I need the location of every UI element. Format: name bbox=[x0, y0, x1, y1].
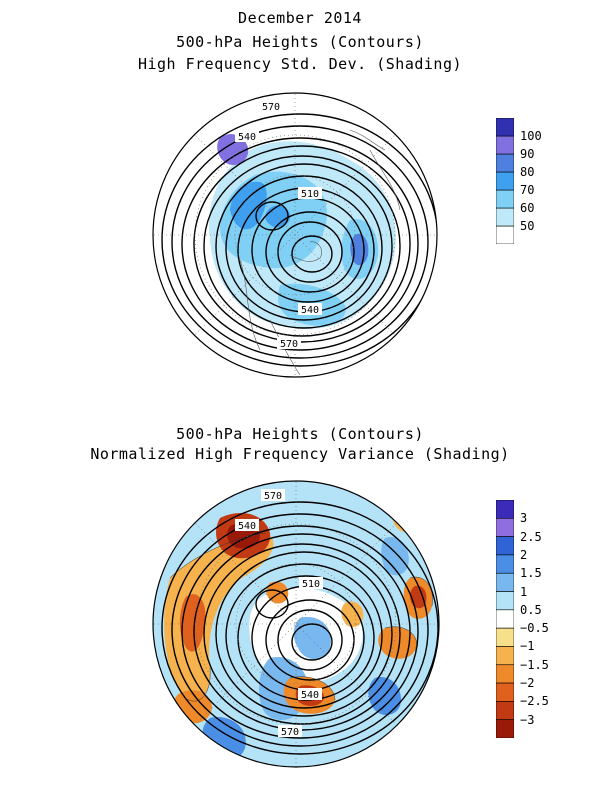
bottom-colorbar bbox=[495, 499, 515, 739]
top-title-line-1: December 2014 bbox=[238, 9, 362, 27]
colorbar-swatch bbox=[495, 189, 515, 209]
colorbar-swatch bbox=[495, 646, 515, 666]
colorbar-label: 1.5 bbox=[520, 566, 542, 581]
contour-label: 510 bbox=[301, 189, 319, 200]
colorbar-label: −2.5 bbox=[520, 694, 549, 709]
contour-label: 540 bbox=[238, 521, 256, 532]
colorbar-swatch bbox=[495, 682, 515, 702]
colorbar-swatch bbox=[495, 572, 515, 592]
colorbar-swatch bbox=[495, 135, 515, 155]
colorbar-label: 2.5 bbox=[520, 529, 542, 544]
top-colorbar bbox=[495, 117, 515, 245]
top-polar-map: 570 540 510 540 570 bbox=[152, 92, 438, 378]
colorbar-swatch bbox=[495, 518, 515, 537]
colorbar-label: 1 bbox=[520, 584, 528, 599]
colorbar-swatch bbox=[495, 554, 515, 574]
colorbar-label: 100 bbox=[520, 129, 542, 143]
colorbar-label: 70 bbox=[520, 183, 535, 197]
top-colorbar-swatches bbox=[495, 117, 515, 245]
colorbar-label: −1.5 bbox=[520, 657, 549, 672]
contour-label: 540 bbox=[301, 690, 319, 701]
colorbar-label: 2 bbox=[520, 547, 528, 562]
contour-label: 570 bbox=[280, 339, 298, 350]
colorbar-swatch bbox=[495, 225, 515, 245]
colorbar-label: −2 bbox=[520, 676, 535, 691]
colorbar-swatch bbox=[495, 664, 515, 684]
contour-label: 570 bbox=[281, 727, 299, 738]
contour-label: 540 bbox=[238, 132, 256, 143]
bottom-title-line-1: 500-hPa Heights (Contours) bbox=[176, 425, 424, 443]
contour-label: 510 bbox=[302, 579, 320, 590]
bottom-polar-map: 570 540 510 540 570 bbox=[152, 480, 440, 768]
contour-label: 570 bbox=[262, 102, 280, 113]
colorbar-swatch bbox=[495, 701, 515, 720]
colorbar-swatch bbox=[495, 207, 515, 227]
colorbar-swatch bbox=[495, 117, 515, 137]
colorbar-label: 3 bbox=[520, 511, 528, 526]
top-title-line-3: High Frequency Std. Dev. (Shading) bbox=[137, 55, 463, 73]
colorbar-label: 80 bbox=[520, 165, 535, 179]
colorbar-swatch bbox=[495, 591, 515, 611]
contour-label: 570 bbox=[264, 491, 282, 502]
colorbar-swatch bbox=[495, 499, 515, 519]
bottom-colorbar-swatches bbox=[495, 499, 515, 739]
colorbar-label: 90 bbox=[520, 147, 535, 161]
colorbar-label: 60 bbox=[520, 201, 535, 215]
colorbar-label: −1 bbox=[520, 639, 535, 654]
colorbar-swatch bbox=[495, 719, 515, 739]
colorbar-swatch bbox=[495, 171, 515, 191]
bottom-title-line-2: Normalized High Frequency Variance (Shad… bbox=[90, 445, 510, 463]
colorbar-swatch bbox=[495, 536, 515, 556]
colorbar-swatch bbox=[495, 627, 515, 647]
colorbar-swatch bbox=[495, 609, 515, 629]
colorbar-label: 0.5 bbox=[520, 602, 542, 617]
colorbar-label: −3 bbox=[520, 712, 535, 727]
colorbar-swatch bbox=[495, 153, 515, 173]
top-title-line-2: 500-hPa Heights (Contours) bbox=[176, 33, 424, 51]
colorbar-label: −0.5 bbox=[520, 621, 549, 636]
colorbar-label: 50 bbox=[520, 219, 535, 233]
contour-label: 540 bbox=[301, 305, 319, 316]
